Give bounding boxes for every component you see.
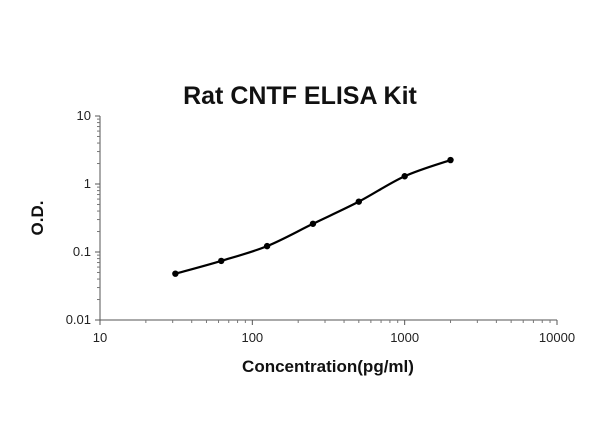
data-point xyxy=(355,198,363,205)
y-tick-label: 0.1 xyxy=(73,244,91,259)
y-axis: 0.01 0.1 1 10 xyxy=(66,108,101,327)
plot-area xyxy=(172,156,454,277)
x-tick-label: 10 xyxy=(93,330,107,345)
chart-title: Rat CNTF ELISA Kit xyxy=(183,82,417,110)
data-point xyxy=(401,173,408,180)
x-tick-label: 1000 xyxy=(390,330,419,345)
y-ticks: 0.01 0.1 1 10 xyxy=(66,108,100,327)
series-line xyxy=(174,158,452,275)
y-tick-label: 1 xyxy=(84,176,91,191)
data-point xyxy=(309,220,317,227)
x-tick-label: 10000 xyxy=(539,330,575,345)
x-ticks: 10 100 1000 10000 xyxy=(93,320,575,345)
data-point xyxy=(447,156,454,164)
data-point xyxy=(172,270,179,277)
x-axis-label: Concentration(pg/ml) xyxy=(242,357,414,376)
x-axis: 10 100 1000 10000 xyxy=(93,319,575,345)
x-tick-label: 100 xyxy=(241,330,263,345)
y-tick-label: 0.01 xyxy=(66,312,91,327)
y-tick-label: 10 xyxy=(77,108,91,123)
y-axis-label: O.D. xyxy=(28,201,47,236)
data-point xyxy=(263,242,271,250)
data-point xyxy=(218,257,225,265)
